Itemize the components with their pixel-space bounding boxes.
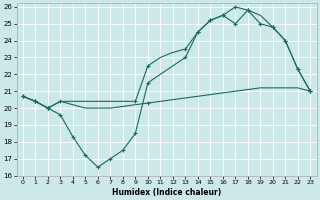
X-axis label: Humidex (Indice chaleur): Humidex (Indice chaleur) [112,188,221,197]
